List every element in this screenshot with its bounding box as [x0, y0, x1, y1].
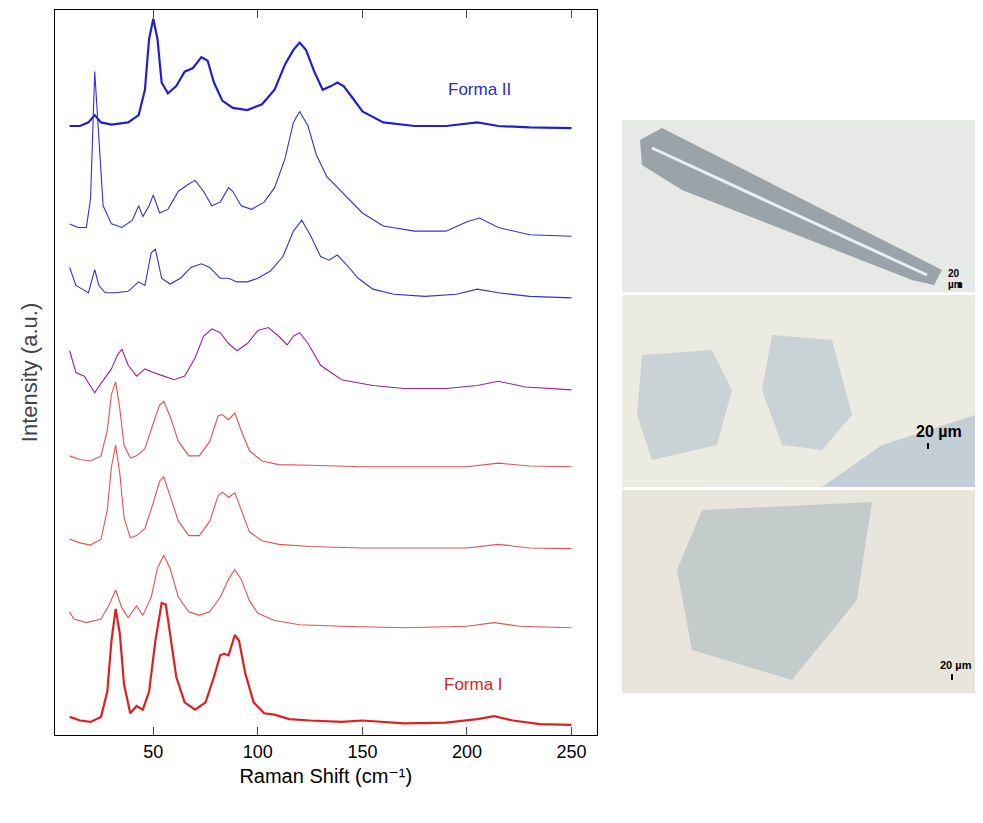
- html-text:20 µm: 20 µm: [940, 659, 972, 671]
- svg-text:Forma I: Forma I: [444, 675, 503, 694]
- svg-text:Raman Shift (cm⁻¹): Raman Shift (cm⁻¹): [239, 765, 412, 787]
- svg-text:50: 50: [143, 742, 163, 762]
- svg-text:200: 200: [452, 742, 482, 762]
- svg-text:Forma II: Forma II: [448, 80, 511, 99]
- svg-text:Intensity (a.u.): Intensity (a.u.): [17, 303, 42, 442]
- html-text:20 µm: 20 µm: [948, 268, 963, 290]
- svg-text:250: 250: [557, 742, 587, 762]
- html-text:20 µm: 20 µm: [916, 423, 962, 440]
- svg-text:150: 150: [347, 742, 377, 762]
- svg-text:100: 100: [243, 742, 273, 762]
